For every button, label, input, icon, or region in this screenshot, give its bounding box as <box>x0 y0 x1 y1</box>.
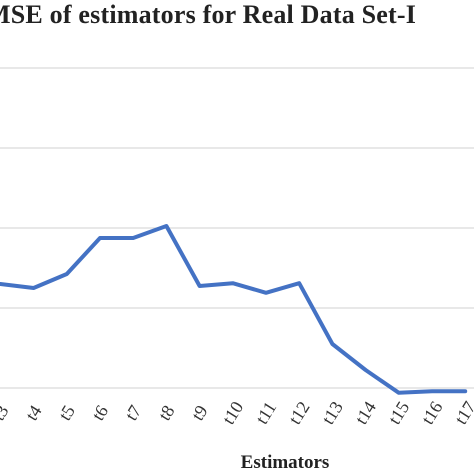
x-tick-label: t13 <box>318 398 347 428</box>
x-tick-label: t15 <box>384 398 413 428</box>
x-tick-label: t9 <box>187 402 211 424</box>
x-tick-label: t11 <box>252 398 281 428</box>
x-tick-label: t16 <box>417 398 446 428</box>
x-tick-label: t10 <box>218 398 247 428</box>
chart-title: MSE of estimators for Real Data Set-I <box>0 0 417 29</box>
x-axis-label: Estimators <box>240 452 330 473</box>
x-tick-label: t8 <box>154 402 178 424</box>
x-tick-label: t17 <box>451 398 474 428</box>
x-tick-label: t7 <box>121 402 145 424</box>
x-tick-label: t14 <box>351 398 380 428</box>
x-tick-label: t4 <box>21 402 45 424</box>
x-tick-label: t5 <box>55 402 79 424</box>
series-line <box>0 224 468 395</box>
x-tick-label: t12 <box>285 398 314 428</box>
x-tick-label: t3 <box>0 402 13 424</box>
x-tick-label: t6 <box>88 402 112 424</box>
